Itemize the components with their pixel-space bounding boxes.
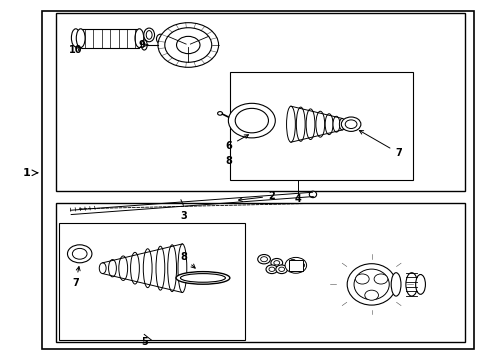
Text: 8: 8 xyxy=(225,156,232,166)
Ellipse shape xyxy=(217,112,222,115)
Circle shape xyxy=(273,261,279,265)
Ellipse shape xyxy=(178,244,186,292)
Text: 6: 6 xyxy=(225,135,248,151)
Ellipse shape xyxy=(346,264,395,305)
Circle shape xyxy=(67,245,92,263)
Ellipse shape xyxy=(315,111,324,137)
Ellipse shape xyxy=(143,249,152,288)
Ellipse shape xyxy=(415,275,425,294)
Ellipse shape xyxy=(308,191,316,198)
Bar xyxy=(59,223,244,340)
Circle shape xyxy=(364,290,378,300)
Ellipse shape xyxy=(332,116,339,132)
Circle shape xyxy=(158,23,218,67)
Ellipse shape xyxy=(76,29,85,48)
Ellipse shape xyxy=(167,245,176,292)
Ellipse shape xyxy=(180,274,225,282)
Circle shape xyxy=(260,257,267,262)
Circle shape xyxy=(164,28,211,62)
Text: 7: 7 xyxy=(72,267,80,288)
Text: 4: 4 xyxy=(294,194,301,204)
Bar xyxy=(56,13,464,191)
Circle shape xyxy=(285,257,306,273)
Circle shape xyxy=(341,117,360,131)
Ellipse shape xyxy=(99,263,106,274)
Ellipse shape xyxy=(108,260,116,277)
Text: 1: 1 xyxy=(23,168,31,178)
Ellipse shape xyxy=(174,40,179,45)
Ellipse shape xyxy=(71,29,80,47)
Bar xyxy=(81,29,139,48)
Ellipse shape xyxy=(166,37,173,44)
Bar xyxy=(41,11,473,349)
Ellipse shape xyxy=(156,34,164,44)
Circle shape xyxy=(270,258,282,267)
Text: 8: 8 xyxy=(180,252,195,268)
Ellipse shape xyxy=(296,107,305,141)
Ellipse shape xyxy=(353,269,388,300)
Circle shape xyxy=(345,120,356,129)
Ellipse shape xyxy=(156,246,164,290)
Circle shape xyxy=(278,267,284,271)
Bar xyxy=(288,260,303,271)
Ellipse shape xyxy=(176,271,229,284)
Text: 7: 7 xyxy=(359,130,401,158)
Circle shape xyxy=(235,108,268,133)
Circle shape xyxy=(268,267,274,271)
Ellipse shape xyxy=(405,273,417,296)
Circle shape xyxy=(72,248,87,259)
Ellipse shape xyxy=(339,118,345,130)
Text: 3: 3 xyxy=(180,211,186,221)
Ellipse shape xyxy=(286,106,295,142)
Text: 10: 10 xyxy=(69,45,82,55)
Circle shape xyxy=(355,274,368,284)
Ellipse shape xyxy=(146,31,152,39)
Circle shape xyxy=(373,274,387,284)
Bar xyxy=(56,203,464,342)
Ellipse shape xyxy=(390,273,400,296)
Circle shape xyxy=(257,255,270,264)
Circle shape xyxy=(265,265,277,274)
Circle shape xyxy=(228,103,275,138)
Ellipse shape xyxy=(325,114,332,135)
Ellipse shape xyxy=(130,252,139,284)
Bar xyxy=(229,72,412,180)
Ellipse shape xyxy=(141,40,147,50)
Text: 9: 9 xyxy=(138,40,148,50)
Ellipse shape xyxy=(143,28,154,42)
Ellipse shape xyxy=(119,256,127,280)
Text: 5: 5 xyxy=(141,337,147,347)
Circle shape xyxy=(275,265,287,274)
Text: 2: 2 xyxy=(238,191,274,202)
Ellipse shape xyxy=(135,29,143,48)
Circle shape xyxy=(176,36,200,54)
Ellipse shape xyxy=(305,109,314,140)
